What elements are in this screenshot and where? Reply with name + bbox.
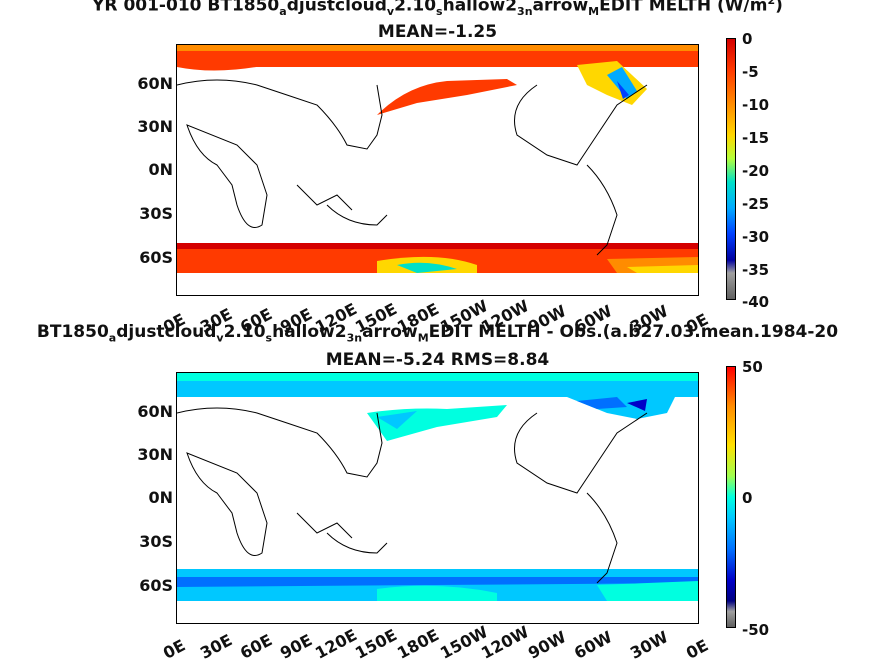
top-cbar-label-m5: -5: [742, 63, 759, 81]
top-map-subtitle: MEAN=-1.25: [377, 22, 498, 42]
bottom-lon-0E: 0E: [160, 635, 189, 663]
north-pacific-melt: [377, 79, 517, 115]
top-cbar-label-m40: -40: [742, 293, 770, 311]
bottom-lon-0E-end: 0E: [683, 635, 712, 663]
top-map-panel: YR 001-010 BT1850adjustcloudv2.10shallow…: [0, 0, 875, 337]
bottom-lat-60S: 60S: [139, 576, 173, 595]
top-cbar-label-m20: -20: [742, 162, 770, 180]
bottom-lon-180E: 180E: [394, 625, 443, 663]
bottom-map-subtitle: MEAN=-5.24 RMS=8.84: [325, 350, 550, 370]
bottom-lon-90W: 90W: [525, 627, 570, 663]
top-cbar-label-m35: -35: [742, 261, 770, 279]
top-lat-0N: 0N: [148, 160, 173, 179]
bottom-lon-120W: 120W: [478, 622, 532, 663]
bottom-lon-30W: 30W: [627, 627, 672, 663]
bottom-map-area: [176, 372, 699, 624]
bottom-map-panel: BT1850adjustcloudv2.10shallow23narrowMED…: [0, 322, 875, 663]
bottom-lon-60W: 60W: [571, 627, 616, 663]
bottom-lon-120E: 120E: [312, 625, 361, 663]
top-map-title: YR 001-010 BT1850adjustcloudv2.10shallow…: [92, 0, 783, 19]
bottom-lat-30S: 30S: [139, 532, 173, 551]
bottom-cbar-label-m50: -50: [742, 621, 770, 639]
north-atlantic-melt: [577, 61, 647, 105]
top-lat-60S: 60S: [139, 248, 173, 267]
bottom-cbar-label-50: 50: [742, 358, 763, 376]
top-cbar-label-0: 0: [742, 30, 753, 48]
bottom-map-title: BT1850adjustcloudv2.10shallow23narrowMED…: [36, 322, 839, 345]
bottom-lat-0N: 0N: [148, 488, 173, 507]
bottom-lat-60N: 60N: [137, 402, 173, 421]
bottom-lon-90E: 90E: [277, 630, 316, 663]
coastlines: [177, 407, 648, 584]
top-lat-30S: 30S: [139, 204, 173, 223]
bottom-cbar-label-0: 0: [742, 489, 753, 507]
top-cbar-label-m10: -10: [742, 96, 770, 114]
bottom-lon-30E: 30E: [197, 630, 236, 663]
top-cbar-label-m15: -15: [742, 129, 770, 147]
bottom-lat-30N: 30N: [137, 445, 173, 464]
top-cbar-label-m25: -25: [742, 195, 770, 213]
top-colorbar: [726, 38, 736, 300]
top-lat-30N: 30N: [137, 117, 173, 136]
bottom-lon-60E: 60E: [237, 630, 276, 663]
bottom-colorbar: [726, 366, 736, 628]
top-cbar-label-m30: -30: [742, 228, 770, 246]
top-map-area: [176, 44, 699, 296]
top-lat-60N: 60N: [137, 74, 173, 93]
coastlines: [177, 79, 648, 256]
bottom-lon-150E: 150E: [352, 625, 401, 663]
